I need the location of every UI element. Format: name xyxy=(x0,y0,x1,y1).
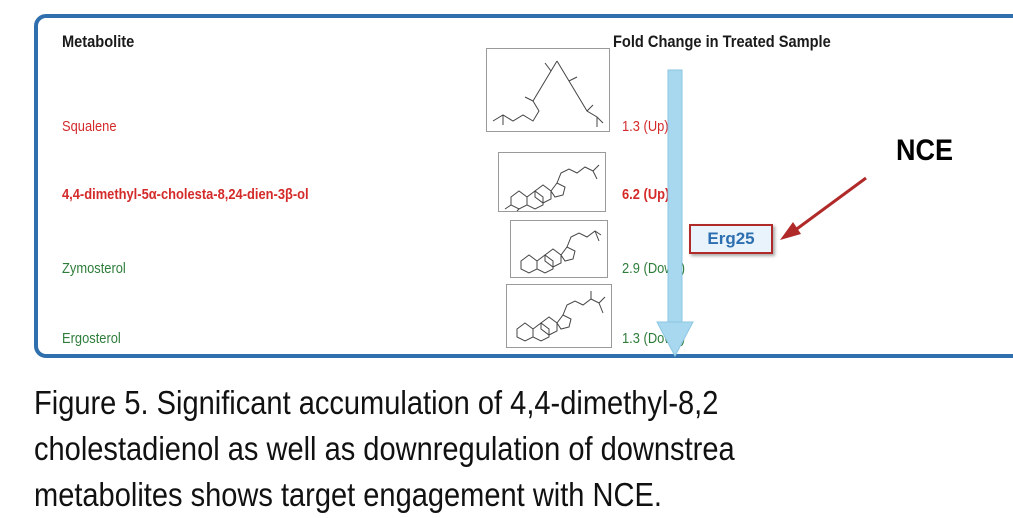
sterol-structure-drawing-2 xyxy=(520,230,602,274)
erg25-enzyme-label: Erg25 xyxy=(689,224,773,254)
zymosterol-structure xyxy=(510,220,608,278)
squalene-structure xyxy=(486,48,610,132)
header-metabolite: Metabolite xyxy=(62,32,135,51)
ergosterol-structure xyxy=(506,284,612,348)
metabolite-dimethyl-cholestadienol: 4,4-dimethyl-5α-cholesta-8,24-dien-3β-ol xyxy=(62,186,309,203)
caption-line-2: cholestadienol as well as downregulation… xyxy=(34,430,735,467)
fold-dimethyl-cholestadienol: 6.2 (Up) xyxy=(622,186,670,203)
squalene-structure-drawing xyxy=(492,60,604,127)
sterol-structure-drawing-3 xyxy=(516,291,606,342)
figure-caption: Figure 5. Significant accumulation of 4,… xyxy=(34,380,735,518)
dimethyl-cholestadienol-structure xyxy=(498,152,606,212)
metabolite-ergosterol: Ergosterol xyxy=(62,330,121,347)
sterol-structure-drawing-1 xyxy=(504,164,600,211)
fold-zymosterol: 2.9 (Down) xyxy=(622,260,686,277)
fold-ergosterol: 1.3 (Down) xyxy=(622,330,686,347)
fold-squalene: 1.3 (Up) xyxy=(622,118,669,135)
header-fold-change: Fold Change in Treated Sample xyxy=(613,32,831,51)
metabolite-zymosterol: Zymosterol xyxy=(62,260,126,277)
caption-line-3: metabolites shows target engagement with… xyxy=(34,476,662,513)
metabolite-squalene: Squalene xyxy=(62,118,117,135)
nce-label: NCE xyxy=(896,134,954,167)
caption-line-1: Figure 5. Significant accumulation of 4,… xyxy=(34,384,719,421)
